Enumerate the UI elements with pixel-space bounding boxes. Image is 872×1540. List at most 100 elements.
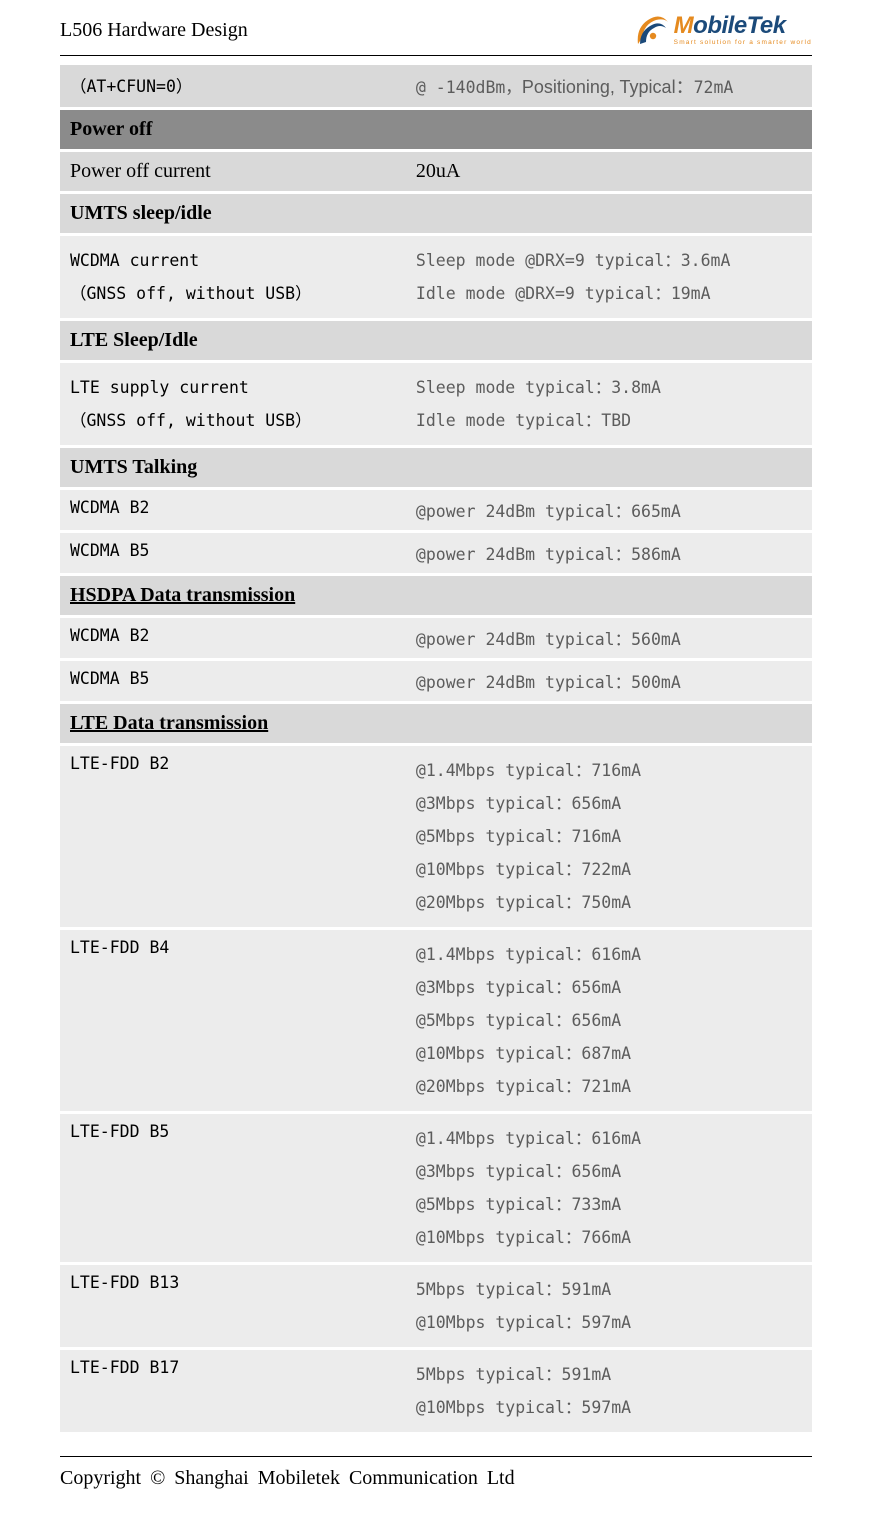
table-row: HSDPA Data transmission — [60, 576, 812, 615]
cell-text: WCDMA B2 — [70, 626, 149, 645]
cell-right: @1.4Mbps typical：716mA @3Mbps typical：65… — [406, 746, 812, 927]
cell-text: 5Mbps typical：591mA @10Mbps typical：597m… — [416, 1358, 802, 1424]
page: L506 Hardware Design MobileTek Smart sol… — [0, 0, 872, 1540]
cell-text: @power 24dBm typical：560mA — [416, 630, 681, 649]
page-footer: Copyright © Shanghai Mobiletek Communica… — [60, 1456, 812, 1490]
cell-text: WCDMA current （GNSS off, without USB） — [70, 244, 396, 310]
page-header: L506 Hardware Design MobileTek Smart sol… — [60, 0, 812, 56]
cell-text: Sleep mode typical：3.8mA Idle mode typic… — [416, 371, 802, 437]
content: （AT+CFUN=0） @ -140dBm，Positioning, Typica… — [60, 56, 812, 1435]
logo-rest: obileTek — [693, 12, 785, 39]
cell-left: WCDMA B5 — [60, 661, 406, 701]
cell-left: Power off — [60, 110, 812, 149]
cell-left: WCDMA B2 — [60, 618, 406, 658]
cell-right: Sleep mode @DRX=9 typical：3.6mA Idle mod… — [406, 236, 812, 318]
cell-text-part: 72mA — [694, 78, 734, 97]
table-row: WCDMA B5 @power 24dBm typical：586mA — [60, 533, 812, 573]
table-row: LTE Data transmission — [60, 704, 812, 743]
section-heading: HSDPA Data transmission — [70, 584, 295, 606]
cell-text: 5Mbps typical：591mA @10Mbps typical：597m… — [416, 1273, 802, 1339]
cell-text: Sleep mode @DRX=9 typical：3.6mA Idle mod… — [416, 244, 802, 310]
table-row: WCDMA B5 @power 24dBm typical：500mA — [60, 661, 812, 701]
table-row: LTE-FDD B17 5Mbps typical：591mA @10Mbps t… — [60, 1350, 812, 1432]
table-row: LTE Sleep/Idle — [60, 321, 812, 360]
table-row: LTE-FDD B4 @1.4Mbps typical：616mA @3Mbps … — [60, 930, 812, 1111]
cell-left: LTE Data transmission — [60, 704, 812, 743]
logo-initial: M — [674, 12, 694, 39]
section-heading: Power off — [70, 118, 152, 140]
cell-text: WCDMA B5 — [70, 541, 149, 560]
cell-text: @power 24dBm typical：586mA — [416, 545, 681, 564]
logo-text: MobileTek Smart solution for a smarter w… — [674, 14, 812, 47]
cell-left: （AT+CFUN=0） — [60, 65, 406, 107]
table-row: UMTS sleep/idle — [60, 194, 812, 233]
cell-left: LTE-FDD B5 — [60, 1114, 406, 1262]
logo-brand: MobileTek — [674, 14, 812, 38]
cell-left: LTE-FDD B4 — [60, 930, 406, 1111]
copyright-text: Copyright © Shanghai Mobiletek Communica… — [60, 1467, 515, 1489]
cell-text: @1.4Mbps typical：716mA @3Mbps typical：65… — [416, 754, 802, 919]
cell-left: UMTS sleep/idle — [60, 194, 812, 233]
spec-table: （AT+CFUN=0） @ -140dBm，Positioning, Typica… — [60, 62, 812, 1435]
doc-title: L506 Hardware Design — [60, 19, 248, 42]
section-heading: LTE Data transmission — [70, 712, 268, 734]
cell-right: 5Mbps typical：591mA @10Mbps typical：597m… — [406, 1350, 812, 1432]
cell-right: @power 24dBm typical：500mA — [406, 661, 812, 701]
cell-text: @power 24dBm typical：500mA — [416, 673, 681, 692]
cell-right: @1.4Mbps typical：616mA @3Mbps typical：65… — [406, 1114, 812, 1262]
cell-text: Power off current — [70, 160, 211, 182]
logo-tagline: Smart solution for a smarter world — [674, 40, 812, 47]
cell-left: HSDPA Data transmission — [60, 576, 812, 615]
cell-text: （AT+CFUN=0） — [70, 77, 192, 96]
cell-right: @power 24dBm typical：560mA — [406, 618, 812, 658]
section-heading: UMTS sleep/idle — [70, 202, 212, 224]
cell-left: LTE supply current （GNSS off, without US… — [60, 363, 406, 445]
cell-right: @power 24dBm typical：665mA — [406, 490, 812, 530]
cell-text-part: Positioning, Typical： — [522, 77, 694, 97]
cell-right: @power 24dBm typical：586mA — [406, 533, 812, 573]
table-row: LTE-FDD B13 5Mbps typical：591mA @10Mbps t… — [60, 1265, 812, 1347]
cell-text: LTE-FDD B17 — [70, 1358, 179, 1377]
cell-left: LTE-FDD B17 — [60, 1350, 406, 1432]
table-row: LTE-FDD B5 @1.4Mbps typical：616mA @3Mbps … — [60, 1114, 812, 1262]
cell-left: WCDMA B2 — [60, 490, 406, 530]
cell-text: LTE-FDD B13 — [70, 1273, 179, 1292]
logo: MobileTek Smart solution for a smarter w… — [634, 14, 812, 48]
table-row: LTE supply current （GNSS off, without US… — [60, 363, 812, 445]
cell-text: WCDMA B2 — [70, 498, 149, 517]
cell-left: LTE Sleep/Idle — [60, 321, 812, 360]
cell-left: UMTS Talking — [60, 448, 812, 487]
cell-text: LTE supply current （GNSS off, without US… — [70, 371, 396, 437]
table-row: WCDMA B2 @power 24dBm typical：665mA — [60, 490, 812, 530]
cell-text: LTE-FDD B4 — [70, 938, 169, 957]
table-row: WCDMA B2 @power 24dBm typical：560mA — [60, 618, 812, 658]
logo-icon — [634, 14, 672, 48]
table-row: Power off — [60, 110, 812, 149]
cell-text: @power 24dBm typical：665mA — [416, 502, 681, 521]
cell-right: 5Mbps typical：591mA @10Mbps typical：597m… — [406, 1265, 812, 1347]
table-row: Power off current 20uA — [60, 152, 812, 191]
cell-text: @ -140dBm，Positioning, Typical：72mA — [416, 80, 733, 97]
table-row: UMTS Talking — [60, 448, 812, 487]
table-row: WCDMA current （GNSS off, without USB） Sle… — [60, 236, 812, 318]
cell-text: LTE-FDD B2 — [70, 754, 169, 773]
cell-text: @1.4Mbps typical：616mA @3Mbps typical：65… — [416, 938, 802, 1103]
section-heading: UMTS Talking — [70, 456, 197, 478]
cell-left: LTE-FDD B2 — [60, 746, 406, 927]
cell-text: WCDMA B5 — [70, 669, 149, 688]
table-row: （AT+CFUN=0） @ -140dBm，Positioning, Typica… — [60, 65, 812, 107]
section-heading: LTE Sleep/Idle — [70, 329, 198, 351]
cell-text: LTE-FDD B5 — [70, 1122, 169, 1141]
cell-right: @1.4Mbps typical：616mA @3Mbps typical：65… — [406, 930, 812, 1111]
table-row: LTE-FDD B2 @1.4Mbps typical：716mA @3Mbps … — [60, 746, 812, 927]
cell-text-part: @ -140dBm， — [416, 78, 522, 97]
cell-left: WCDMA current （GNSS off, without USB） — [60, 236, 406, 318]
cell-text: @1.4Mbps typical：616mA @3Mbps typical：65… — [416, 1122, 802, 1254]
cell-right: Sleep mode typical：3.8mA Idle mode typic… — [406, 363, 812, 445]
cell-left: Power off current — [60, 152, 406, 191]
cell-text: 20uA — [416, 160, 460, 182]
cell-right: 20uA — [406, 152, 812, 191]
cell-right: @ -140dBm，Positioning, Typical：72mA — [406, 65, 812, 107]
cell-left: LTE-FDD B13 — [60, 1265, 406, 1347]
cell-left: WCDMA B5 — [60, 533, 406, 573]
